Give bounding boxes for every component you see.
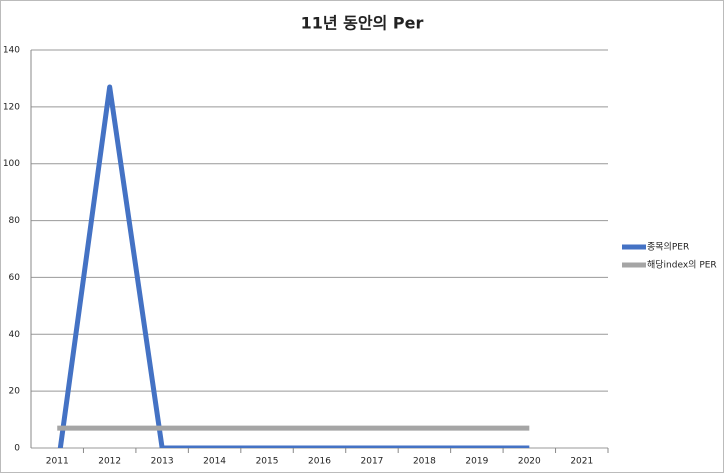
y-tick-label: 100 [3, 159, 20, 169]
x-tick-label: 2019 [465, 457, 488, 467]
x-tick-label: 2013 [151, 457, 174, 467]
y-tick-label: 140 [3, 46, 20, 56]
y-tick-label: 0 [14, 444, 20, 454]
legend-label: 종목의PER [647, 242, 689, 253]
y-tick-label: 120 [3, 102, 20, 112]
x-tick-label: 2014 [203, 457, 226, 467]
y-tick-label: 20 [9, 387, 21, 397]
series-line [57, 84, 530, 448]
x-tick-label: 2021 [570, 457, 593, 467]
x-tick-label: 2012 [98, 457, 121, 467]
legend-label: 해당index의 PER [647, 260, 717, 271]
x-tick-label: 2016 [308, 457, 331, 467]
x-tick-label: 2020 [518, 457, 541, 467]
y-tick-label: 80 [9, 216, 21, 226]
x-tick-label: 2015 [256, 457, 279, 467]
x-tick-label: 2011 [46, 457, 69, 467]
x-tick-label: 2018 [413, 457, 436, 467]
x-tick-label: 2017 [361, 457, 384, 467]
y-tick-label: 60 [9, 273, 21, 283]
y-tick-label: 40 [9, 330, 21, 340]
chart-title: 11년 동안의 Per [301, 14, 424, 33]
